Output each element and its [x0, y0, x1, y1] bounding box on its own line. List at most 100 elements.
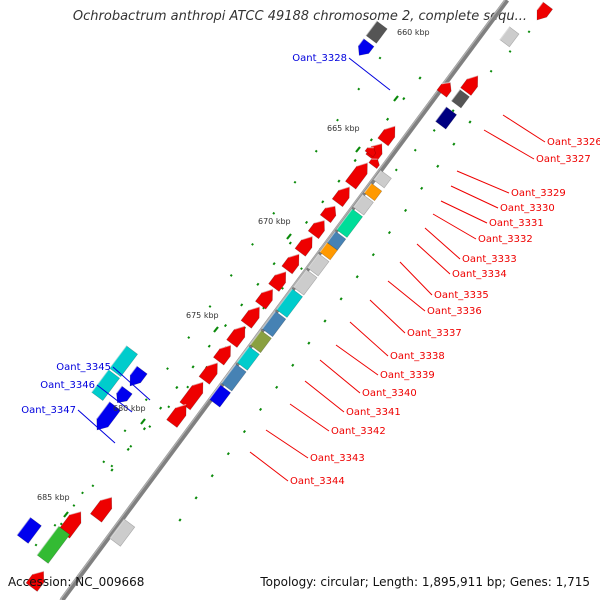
outer-tick [281, 286, 284, 290]
backbone-highlight [59, 0, 506, 600]
scale-label: 670 kbp [258, 217, 291, 226]
inner-tick [178, 518, 182, 522]
gene-green-shade [36, 525, 60, 556]
gene-oant-3327-shade [434, 106, 447, 122]
inner-tick [210, 474, 214, 478]
mid-tick [256, 282, 260, 286]
gene-label-oant-3328-leader [348, 57, 391, 91]
mid-tick [207, 344, 211, 348]
gene-label-oant-3336-leader [387, 280, 426, 312]
gene-red-10-shade [248, 306, 260, 311]
gene-red-shade [441, 81, 451, 85]
gene-label-oant-3346-leader [96, 384, 133, 413]
gene-colored-10-shade [249, 330, 262, 346]
outer-tick [167, 405, 171, 409]
mid-tick [191, 365, 195, 369]
far-tick [166, 367, 169, 371]
inner-tick [387, 230, 391, 235]
gene-red-5 [307, 220, 325, 240]
gene-label-oant-3336: Oant_3336 [427, 306, 482, 317]
far-tick [59, 522, 63, 526]
gene-red-11-shade [234, 325, 246, 330]
gene-label-oant-3343: Oant_3343 [310, 453, 365, 464]
gene-blue-shade [129, 365, 138, 376]
gene-colored-11-shade [236, 346, 250, 363]
gene-label-oant-3332: Oant_3332 [478, 234, 533, 245]
gene-blue-shade [116, 385, 123, 394]
gene-label-oant-3331-leader [440, 200, 488, 224]
mid-tick [223, 323, 228, 328]
gene-label-oant-3330: Oant_3330 [500, 203, 555, 214]
gene-label-oant-3335: Oant_3335 [434, 290, 489, 301]
gene-label-oant-3334: Oant_3334 [452, 269, 507, 280]
inner-tick [404, 208, 408, 213]
far-tick [336, 118, 339, 122]
gene-colored-7-shade [292, 269, 308, 288]
gene-label-oant-3341-leader [304, 380, 345, 413]
gene-label-oant-3329: Oant_3329 [511, 188, 566, 199]
outer-tick [53, 523, 57, 527]
gene-red-shade [467, 75, 478, 80]
gene-label-oant-3330-leader [450, 185, 499, 209]
gene-features [16, 1, 554, 592]
mid-tick [304, 220, 309, 225]
gene-label-oant-3329-leader [456, 170, 510, 194]
gene-red-2 [344, 162, 368, 190]
gene-label-oant-3328: Oant_3328 [292, 53, 347, 64]
gene-label-oant-3333-leader [424, 227, 461, 260]
inner-tick [468, 120, 472, 124]
gene-label-oant-3345: Oant_3345 [56, 362, 111, 373]
inner-tick [226, 452, 230, 456]
mid-tick [126, 447, 130, 451]
gene-label-oant-3337: Oant_3337 [407, 328, 462, 339]
gene-label-oant-3347-leader [77, 409, 116, 444]
inner-tick [259, 407, 263, 412]
gene-colored-12-shade [220, 363, 237, 384]
gene-colored-5-shade [319, 242, 328, 253]
gene-red-small [368, 158, 380, 170]
gene-label-oant-3338-leader [349, 321, 389, 357]
outer-tick [527, 30, 531, 34]
far-tick [187, 336, 191, 339]
gene-colored-13-shade [208, 384, 221, 400]
gene-label-oant-3340: Oant_3340 [362, 388, 417, 399]
gene-red-shade [536, 1, 544, 11]
gene-colored-4-shade [326, 230, 336, 243]
gene-oant-3346-shade [91, 369, 109, 393]
major-tick [355, 146, 361, 153]
mid-tick [240, 303, 244, 307]
gene-red-shade [32, 570, 44, 575]
gene-label-oant-3335-leader [399, 261, 433, 296]
outer-tick [129, 444, 133, 448]
outer-tick [508, 50, 512, 53]
gene-labels: Oant_3326 Oant_3327 Oant_3329 Oant_3330 Oant… [21, 53, 600, 487]
gene-red-4 [319, 205, 337, 224]
mid-tick [142, 427, 146, 431]
gene-label-oant-3339-leader [335, 344, 379, 376]
far-tick [314, 149, 318, 153]
mid-tick [288, 241, 292, 245]
gene-gray [499, 26, 520, 48]
gene-blue [358, 38, 375, 56]
gene-colored-8-shade [276, 288, 293, 311]
map-title: Ochrobactrum anthropi ATCC 49188 chromos… [72, 9, 528, 24]
major-tick [393, 95, 399, 102]
gene-label-oant-3347: Oant_3347 [21, 405, 76, 416]
gene-red-13-shade [206, 362, 218, 367]
gene-colored-3-shade [336, 208, 353, 231]
outer-tick [34, 543, 38, 547]
gene-red-5-shade [313, 219, 325, 224]
gene-oant-3345-shade [109, 345, 127, 369]
gene-gray-shade [499, 26, 510, 40]
outer-tick [451, 109, 455, 113]
far-tick [229, 274, 233, 277]
gene-colored-2-shade [352, 194, 364, 208]
mid-tick [369, 138, 373, 142]
far-tick [293, 180, 297, 184]
gene-label-oant-3332-leader [432, 213, 477, 240]
far-tick [102, 460, 106, 464]
gene-colored-6-shade [307, 253, 320, 269]
gene-colored-0-shade [373, 170, 382, 181]
gene-label-oant-3344-leader [249, 451, 289, 482]
